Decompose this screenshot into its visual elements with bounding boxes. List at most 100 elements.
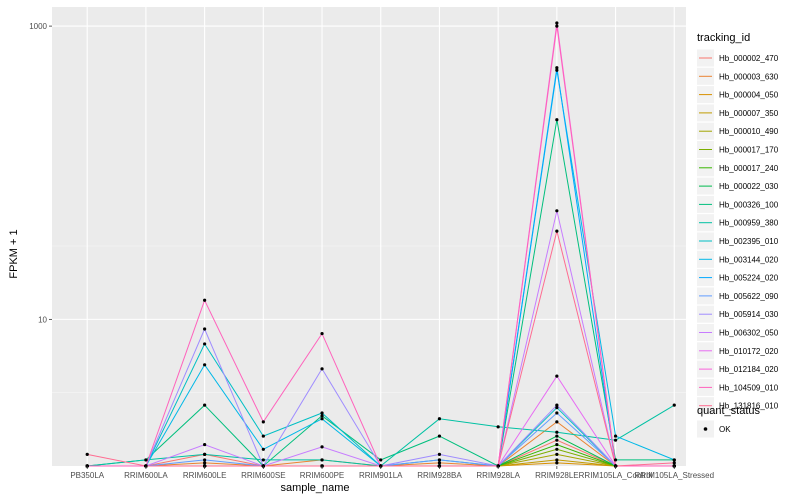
data-point <box>203 461 207 465</box>
data-point <box>672 403 676 407</box>
x-tick-label: RRIM928LA <box>476 471 520 480</box>
data-point <box>320 458 324 462</box>
x-tick-label: RRIM600LA <box>124 471 168 480</box>
data-point <box>261 420 265 424</box>
legend-label: Hb_005622_090 <box>719 292 779 301</box>
legend-label: Hb_003144_020 <box>719 255 779 264</box>
data-point <box>555 420 559 424</box>
data-point <box>555 24 559 28</box>
data-point <box>203 452 207 456</box>
legend2-label: OK <box>719 425 731 434</box>
data-point <box>437 458 442 462</box>
data-point <box>261 458 265 462</box>
legend2-key-point <box>703 427 708 431</box>
data-point <box>555 434 559 438</box>
data-point <box>555 438 559 442</box>
legend-label: Hb_000002_470 <box>719 54 779 63</box>
legend-label: Hb_000010_490 <box>719 127 779 136</box>
data-point <box>320 367 324 371</box>
data-point <box>613 438 618 442</box>
legend2-title: quant_status <box>697 405 760 417</box>
data-point <box>555 430 559 434</box>
data-point <box>85 452 89 456</box>
data-point <box>555 458 559 462</box>
data-point <box>203 298 207 302</box>
legend-label: Hb_005914_030 <box>719 310 779 319</box>
legend-label: Hb_000017_240 <box>719 164 779 173</box>
data-point <box>496 425 500 429</box>
data-point <box>613 434 618 438</box>
data-point <box>203 363 207 367</box>
legend-label: Hb_000959_380 <box>719 219 779 228</box>
legend-label: Hb_000003_630 <box>719 72 779 81</box>
legend-label: Hb_006302_050 <box>719 329 779 338</box>
data-point <box>320 414 324 418</box>
y-tick-labels: 10 1000 <box>29 22 52 324</box>
data-point <box>437 461 442 465</box>
legend-label: Hb_000004_050 <box>719 91 779 100</box>
y-tick-label: 1000 <box>29 22 47 31</box>
legend: tracking_id Hb_000002_470 Hb_000003_630 Hb… <box>697 32 779 438</box>
data-point <box>437 434 442 438</box>
data-point <box>555 374 559 378</box>
y-tick-label: 10 <box>38 315 47 324</box>
data-point <box>555 209 559 213</box>
data-point <box>555 403 559 407</box>
data-point <box>672 458 676 462</box>
data-point <box>320 331 324 336</box>
legend-label: Hb_005224_020 <box>719 274 779 283</box>
grid-minor <box>52 245 686 393</box>
data-point <box>320 445 324 449</box>
data-point <box>203 442 207 447</box>
data-point <box>555 229 559 233</box>
legend-label: Hb_104509_010 <box>719 383 779 392</box>
data-point <box>555 442 559 447</box>
legend-label: Hb_000017_170 <box>719 146 779 155</box>
x-tick-label: RRIM600PE <box>300 471 344 480</box>
data-point <box>379 458 383 462</box>
data-point <box>437 452 442 456</box>
x-tick-label: PB350LA <box>70 471 104 480</box>
data-point <box>555 452 559 456</box>
data-point <box>555 118 559 122</box>
data-point <box>672 461 676 465</box>
legend-label: Hb_000022_030 <box>719 182 779 191</box>
legend-label: Hb_012184_020 <box>719 365 779 374</box>
data-point <box>437 417 442 421</box>
data-point <box>555 21 559 25</box>
x-tick-label: RRIM901LA <box>359 471 403 480</box>
legend-label: Hb_000326_100 <box>719 200 779 209</box>
data-point <box>261 447 265 451</box>
plot-panel <box>52 7 686 466</box>
data-point <box>555 406 559 410</box>
legend-title: tracking_id <box>697 32 750 44</box>
x-tick-label: RRIM600LE <box>183 471 227 480</box>
x-tick-label: RRIM928LE <box>535 471 579 480</box>
legend-label: Hb_002395_010 <box>719 237 779 246</box>
x-tick-label: RRIM600SE <box>241 471 285 480</box>
x-tick-label: RRIM105LA_Stressed <box>634 471 714 480</box>
data-point <box>555 411 559 415</box>
data-point <box>555 461 559 465</box>
x-axis-title: sample_name <box>280 482 349 494</box>
data-point <box>203 458 207 462</box>
data-point <box>261 434 265 438</box>
data-point <box>320 411 324 415</box>
data-point <box>320 417 324 421</box>
legend-label: Hb_000007_350 <box>719 109 779 118</box>
data-point <box>555 447 559 451</box>
x-tick-label: RRIM928BA <box>417 471 462 480</box>
data-point <box>144 458 148 462</box>
data-point <box>555 68 559 72</box>
data-point <box>203 327 207 331</box>
x-tick-labels: PB350LA RRIM600LA RRIM600LE RRIM600SE RRIM60… <box>70 466 714 480</box>
legend-label: Hb_131816_010 <box>719 402 779 411</box>
data-point <box>203 403 207 407</box>
grid-major <box>52 7 686 466</box>
y-axis-title: FPKM + 1 <box>8 229 20 278</box>
data-point <box>613 458 618 462</box>
data-point <box>555 66 559 70</box>
data-point <box>203 342 207 346</box>
legend-label: Hb_010172_020 <box>719 347 779 356</box>
